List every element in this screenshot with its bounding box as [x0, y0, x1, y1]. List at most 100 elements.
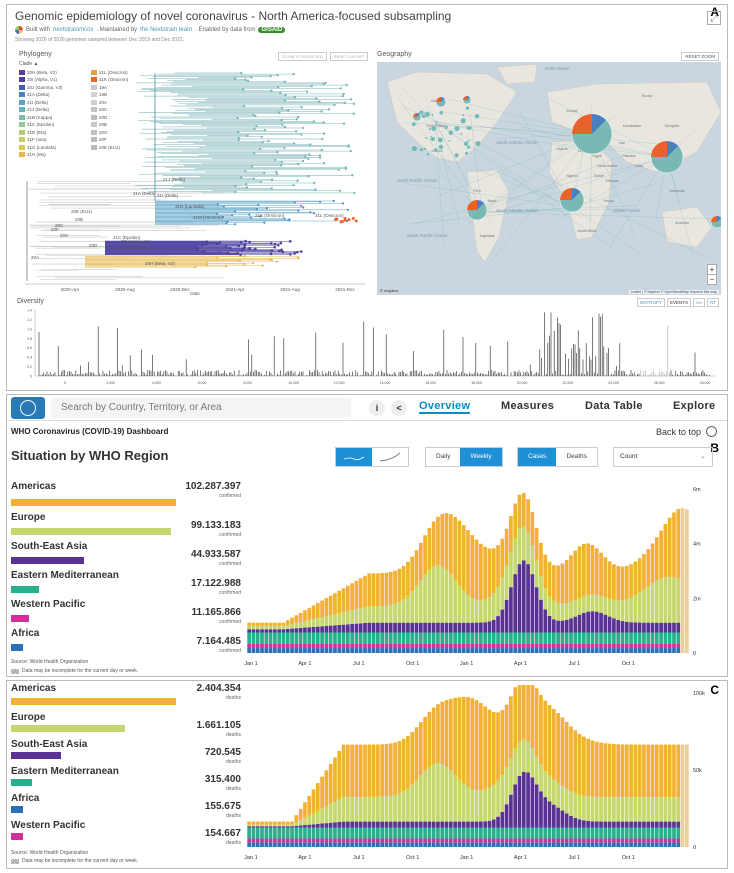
location-circle [448, 130, 454, 136]
expand-icon[interactable]: ⤢ [707, 11, 721, 25]
legend-item[interactable]: 21F (Iota) [19, 137, 91, 144]
region-item[interactable]: South-East Asia 44.933.587 confirmed [11, 539, 241, 569]
chart-bar-segment [431, 763, 436, 822]
legend-item[interactable]: 21C (Epsilon) [19, 122, 91, 129]
tree-tip [349, 149, 352, 153]
chart-bar-segment [667, 622, 672, 633]
legend-item[interactable]: 20F [91, 137, 151, 144]
legend-item[interactable]: 20J (Gamma, V3) [19, 84, 91, 91]
chart-bar-segment [504, 599, 509, 633]
zoom-in-button[interactable]: + [709, 265, 715, 274]
daily-toggle[interactable]: Daily [426, 448, 461, 466]
chart-bar-segment [582, 838, 586, 843]
legend-item[interactable]: 21L (Omicron) [91, 69, 151, 76]
legend-item[interactable]: 20G [91, 129, 151, 136]
region-item[interactable]: Western Pacific 154.667 deaths [11, 818, 241, 848]
pie-slice [441, 97, 445, 102]
legend-item[interactable]: 20A [91, 99, 151, 106]
region-sub: deaths [225, 759, 241, 765]
aa-tab[interactable]: AA [692, 298, 705, 307]
nt-tab[interactable]: NT [707, 298, 719, 307]
zoom-out-button[interactable]: − [708, 274, 716, 284]
tree-tip [353, 191, 356, 195]
chart-bar-segment [573, 632, 578, 644]
chart-bar-segment [414, 648, 419, 653]
nav-measures[interactable]: Measures [501, 400, 555, 412]
back-to-top-link[interactable]: Back to top [656, 426, 717, 437]
nav-overview[interactable]: Overview [419, 400, 471, 414]
tree-tip [283, 146, 286, 149]
world-map[interactable]: Arctic Ocean North Atlantic Ocean North Pa… [377, 62, 721, 295]
reset-zoom-button[interactable]: RESET ZOOM [681, 52, 719, 61]
legend-item[interactable]: 20D [91, 114, 151, 121]
phylogeny-tree[interactable]: 21J (Delta) 21A (Delta) 21I (Delta) 21G (La… [15, 51, 370, 295]
region-item[interactable]: Western Pacific 11.165.866 confirmed [11, 597, 241, 627]
legend-item[interactable]: 21H (Mu) [19, 152, 91, 159]
events-tab[interactable]: EVENTS [666, 298, 691, 307]
chart-bar-segment [418, 821, 423, 828]
legend-item[interactable]: 20H (Beta, V2) [19, 69, 91, 76]
region-item[interactable]: Americas 102.287.397 confirmed [11, 481, 241, 511]
entropy-tab[interactable]: ENTROPY [637, 298, 665, 307]
legend-item[interactable]: 20C [91, 107, 151, 114]
legend-item[interactable]: 21G (Lambda) [19, 144, 91, 151]
legend-item[interactable]: 20E (EU1) [91, 144, 151, 151]
tree-tip [252, 262, 255, 265]
tree-tip [242, 88, 245, 91]
legend-item[interactable]: 21J (Delta) [19, 107, 91, 114]
gisaid-logo[interactable]: GISAID [258, 27, 286, 33]
legend-item[interactable]: 20I (Alpha, V1) [19, 77, 91, 84]
region-item[interactable]: Africa 155.675 deaths [11, 791, 241, 821]
search-input[interactable]: Search by Country, Territory, or Area [51, 398, 351, 418]
chart-bar-segment [500, 842, 505, 847]
region-item[interactable]: Eastern Mediterranean 315.400 deaths [11, 764, 241, 794]
legend-label: 20I (Alpha, V1) [27, 77, 58, 83]
ncov-link[interactable]: nextstrain/ncov [53, 27, 94, 33]
chart-bar-segment [560, 648, 565, 653]
chart-bar-segment [556, 713, 560, 783]
chart-bar-segment [620, 566, 625, 601]
tree-tip [341, 202, 345, 205]
color-by-label[interactable]: Clade ▲ [19, 61, 39, 67]
team-link[interactable]: the Nextstrain team [140, 27, 193, 33]
weekly-toggle[interactable]: Weekly [460, 448, 502, 466]
legend-item[interactable]: 21D (Eta) [19, 129, 91, 136]
info-icon[interactable]: i [369, 400, 385, 416]
share-icon[interactable]: < [391, 400, 407, 416]
region-item[interactable]: Americas 2.404.354 deaths [11, 683, 241, 713]
legend-item[interactable]: 21A (Delta) [19, 92, 91, 99]
clade-label: 20A [31, 255, 39, 260]
map-attribution[interactable]: Leaflet | © Mapbox © OpenStreetMap Impro… [628, 290, 719, 294]
diversity-chart[interactable]: 00.20.40.60.81.01.21.40 2,000 4,000 6,000 8,… [15, 298, 721, 388]
nav-explore[interactable]: Explore [673, 400, 716, 412]
region-item[interactable]: Europe 99.133.183 confirmed [11, 510, 241, 540]
region-item[interactable]: Europe 1.661.105 deaths [11, 710, 241, 740]
chart-bar-segment [427, 622, 432, 633]
deaths-toggle[interactable]: Deaths [556, 448, 598, 466]
nav-data-table[interactable]: Data Table [585, 400, 643, 412]
legend-item[interactable]: 19B [91, 92, 151, 99]
cases-toggle[interactable]: Cases [518, 448, 557, 466]
region-item[interactable]: Africa 7.164.485 confirmed [11, 626, 241, 656]
legend-item[interactable]: 21I (Delta) [19, 99, 91, 106]
bar-chart-toggle-icon[interactable] [336, 448, 372, 466]
zoom-selected-button[interactable]: ZOOM TO SELECTED [278, 52, 327, 61]
legend-item[interactable]: 19A [91, 84, 151, 91]
cumulative-toggle-icon[interactable] [372, 448, 408, 466]
tree-tip [237, 244, 241, 248]
region-item[interactable]: South-East Asia 720.545 deaths [11, 737, 241, 767]
chart-bar-segment [358, 648, 363, 653]
reset-layout-button[interactable]: RESET LAYOUT [329, 52, 368, 61]
legend-item[interactable]: 21K (Omicron) [91, 77, 151, 84]
tree-tip [243, 254, 246, 258]
who-logo[interactable] [11, 397, 45, 419]
legend-item[interactable]: 21B (Kappa) [19, 114, 91, 121]
region-item[interactable]: Eastern Mediterranean 17.122.988 confirmed [11, 568, 241, 598]
count-select[interactable]: Count ⌄ [613, 447, 713, 467]
chart-bar-segment [285, 648, 290, 653]
legend-item[interactable]: 20B [91, 122, 151, 129]
globe-icon[interactable] [706, 426, 717, 437]
map-label: Algeria [557, 147, 568, 151]
